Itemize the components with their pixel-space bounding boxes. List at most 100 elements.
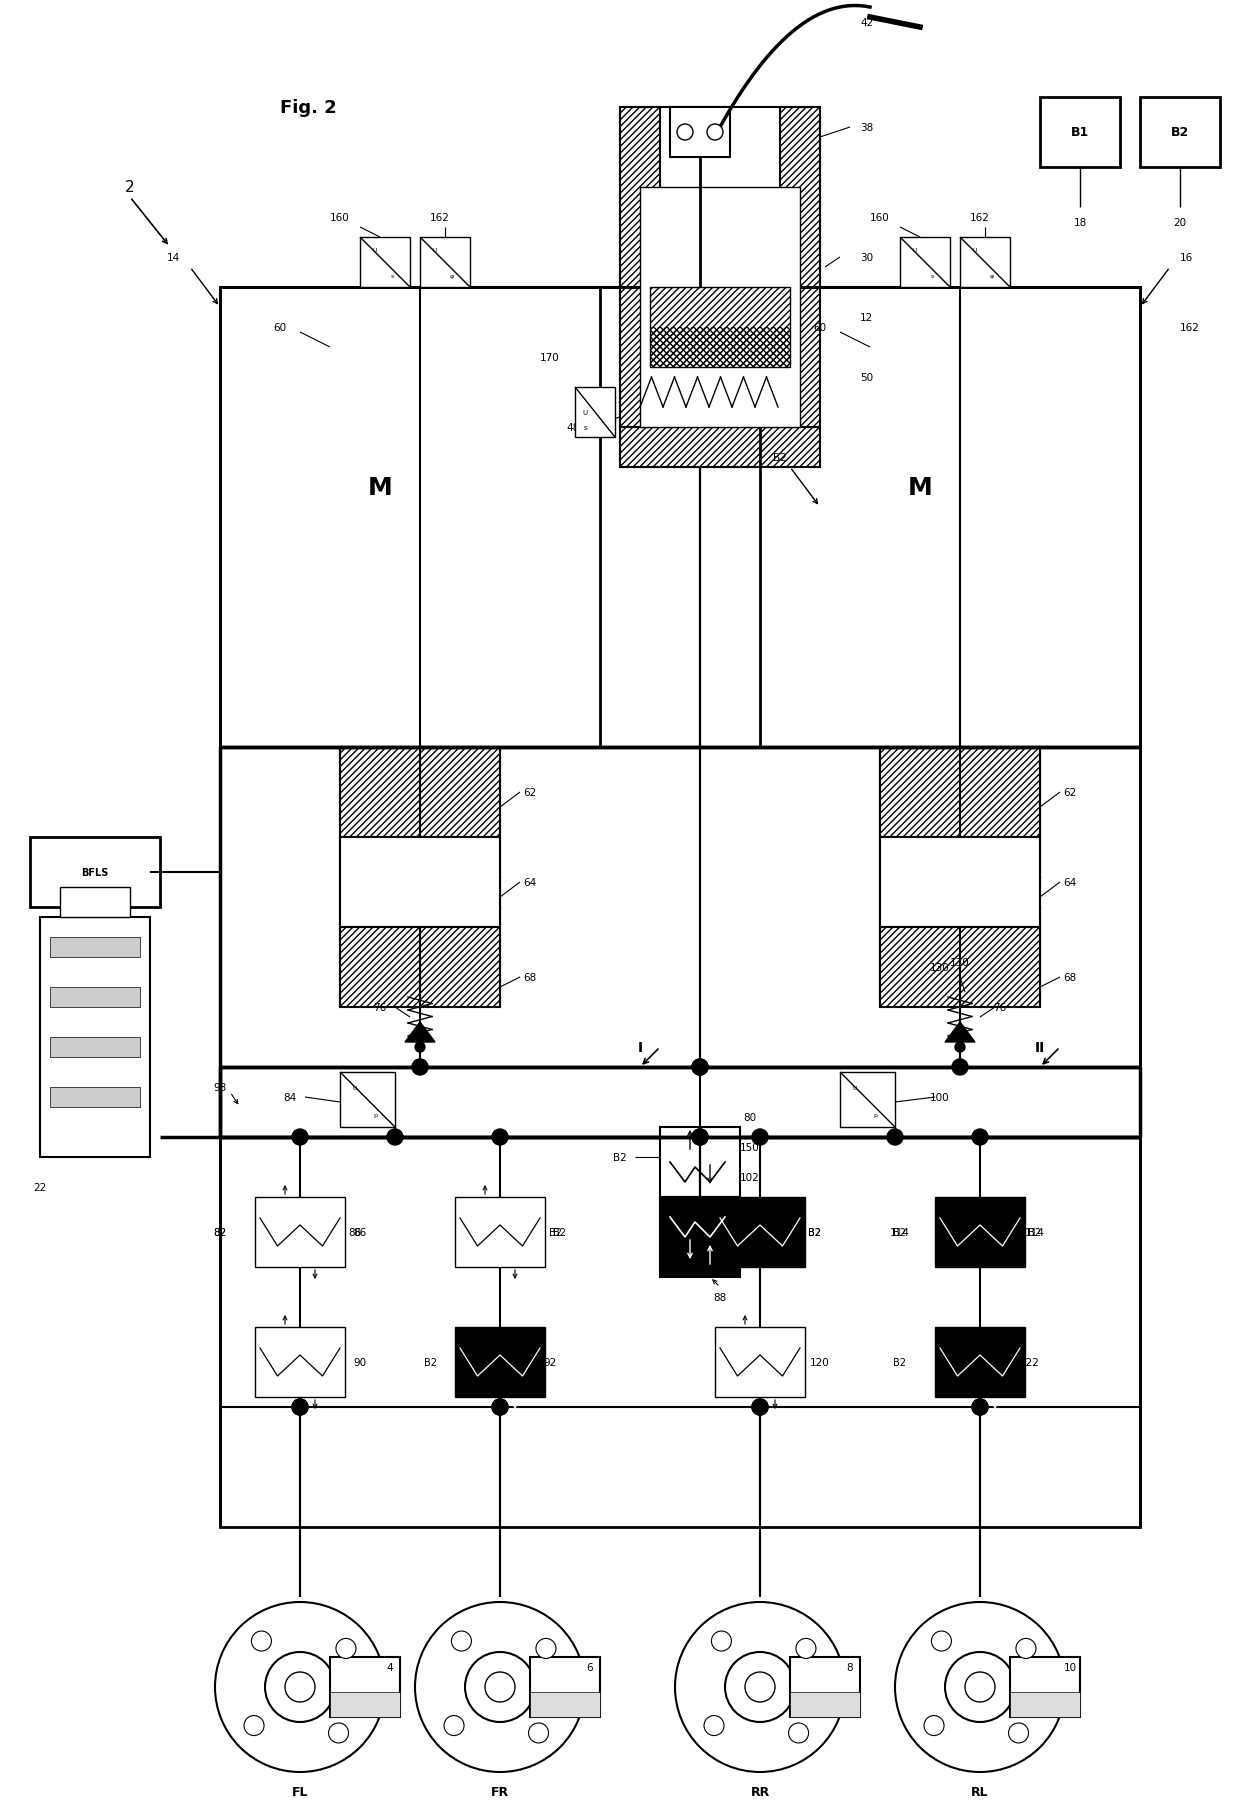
Text: 92: 92 <box>543 1357 557 1368</box>
Text: s: s <box>391 273 393 278</box>
Bar <box>620 428 820 468</box>
Text: FR: FR <box>491 1785 510 1798</box>
Text: Fig. 2: Fig. 2 <box>280 99 337 117</box>
Text: φ: φ <box>990 273 994 278</box>
Circle shape <box>745 1671 775 1702</box>
Bar <box>1011 1657 1080 1717</box>
Text: B2: B2 <box>613 1153 627 1162</box>
Text: U: U <box>972 248 977 253</box>
Bar <box>340 748 500 837</box>
Text: 8: 8 <box>847 1662 853 1671</box>
Text: 86: 86 <box>348 1227 362 1238</box>
Circle shape <box>725 1652 795 1722</box>
Circle shape <box>285 1671 315 1702</box>
Circle shape <box>945 1652 1016 1722</box>
Text: II: II <box>1035 1041 1045 1055</box>
Text: 106: 106 <box>670 1227 689 1238</box>
Circle shape <box>675 1603 844 1773</box>
Text: 114: 114 <box>1025 1227 1045 1238</box>
Bar <box>935 1328 1025 1397</box>
Text: 82: 82 <box>213 1227 227 1238</box>
Circle shape <box>712 1632 732 1652</box>
Circle shape <box>692 1059 708 1075</box>
Text: p: p <box>373 1111 377 1117</box>
Bar <box>340 927 500 1008</box>
Text: 88: 88 <box>713 1292 727 1303</box>
Text: B2: B2 <box>1028 1227 1042 1238</box>
Bar <box>715 1328 805 1397</box>
Bar <box>575 389 615 437</box>
Bar <box>529 1657 600 1717</box>
Bar <box>50 1088 140 1108</box>
Bar <box>330 1657 401 1717</box>
Bar <box>790 1657 861 1717</box>
Circle shape <box>265 1652 335 1722</box>
Circle shape <box>215 1603 384 1773</box>
Text: 84: 84 <box>284 1093 296 1102</box>
Circle shape <box>692 1129 708 1146</box>
Circle shape <box>955 1043 965 1052</box>
Circle shape <box>751 1129 768 1146</box>
Text: 160: 160 <box>330 213 350 222</box>
Text: 12: 12 <box>861 313 873 323</box>
Circle shape <box>412 1059 428 1075</box>
Text: 22: 22 <box>33 1182 47 1193</box>
Circle shape <box>677 125 693 141</box>
Bar <box>340 1072 396 1128</box>
Text: 62: 62 <box>1064 788 1076 797</box>
Bar <box>455 1328 546 1397</box>
Text: 82: 82 <box>213 1227 227 1238</box>
Bar <box>529 1691 600 1717</box>
Text: 162: 162 <box>1180 323 1200 332</box>
Text: 6: 6 <box>587 1662 593 1671</box>
Text: 80: 80 <box>744 1113 756 1122</box>
Bar <box>839 1072 895 1128</box>
Text: 68: 68 <box>523 972 537 983</box>
Circle shape <box>751 1399 768 1415</box>
Text: 90: 90 <box>353 1357 367 1368</box>
Circle shape <box>1016 1639 1035 1659</box>
Text: 130: 130 <box>930 963 950 972</box>
Text: U: U <box>913 248 918 253</box>
Bar <box>40 918 150 1156</box>
Text: RL: RL <box>971 1785 988 1798</box>
Text: B2: B2 <box>894 1357 906 1368</box>
Bar <box>340 837 500 927</box>
Text: 106: 106 <box>660 1227 680 1238</box>
Circle shape <box>465 1652 534 1722</box>
Bar <box>650 287 790 369</box>
Text: 120: 120 <box>810 1357 830 1368</box>
Text: 30: 30 <box>861 253 873 262</box>
Text: 76: 76 <box>993 1003 1007 1012</box>
Polygon shape <box>405 1023 435 1043</box>
Bar <box>60 887 130 918</box>
Text: B2: B2 <box>808 1227 821 1238</box>
Circle shape <box>387 1129 403 1146</box>
Circle shape <box>887 1129 903 1146</box>
Circle shape <box>895 1603 1065 1773</box>
Circle shape <box>444 1715 464 1735</box>
Circle shape <box>931 1632 951 1652</box>
Bar <box>360 239 410 287</box>
Text: 4: 4 <box>387 1662 393 1671</box>
Bar <box>30 837 160 907</box>
Text: 122: 122 <box>1021 1357 1040 1368</box>
Text: 162: 162 <box>970 213 990 222</box>
Circle shape <box>291 1129 308 1146</box>
Bar <box>219 287 600 748</box>
Text: M: M <box>908 475 932 501</box>
Text: M: M <box>367 475 392 501</box>
Bar <box>620 108 660 428</box>
Text: φ: φ <box>450 273 454 278</box>
Circle shape <box>972 1399 988 1415</box>
Circle shape <box>965 1671 994 1702</box>
Bar <box>660 1198 740 1278</box>
Text: 18: 18 <box>1074 219 1086 228</box>
Bar <box>50 938 140 958</box>
Bar <box>255 1328 345 1397</box>
Circle shape <box>415 1603 585 1773</box>
Text: 38: 38 <box>861 123 873 134</box>
Circle shape <box>528 1724 548 1744</box>
Circle shape <box>492 1129 508 1146</box>
Bar <box>670 108 730 157</box>
